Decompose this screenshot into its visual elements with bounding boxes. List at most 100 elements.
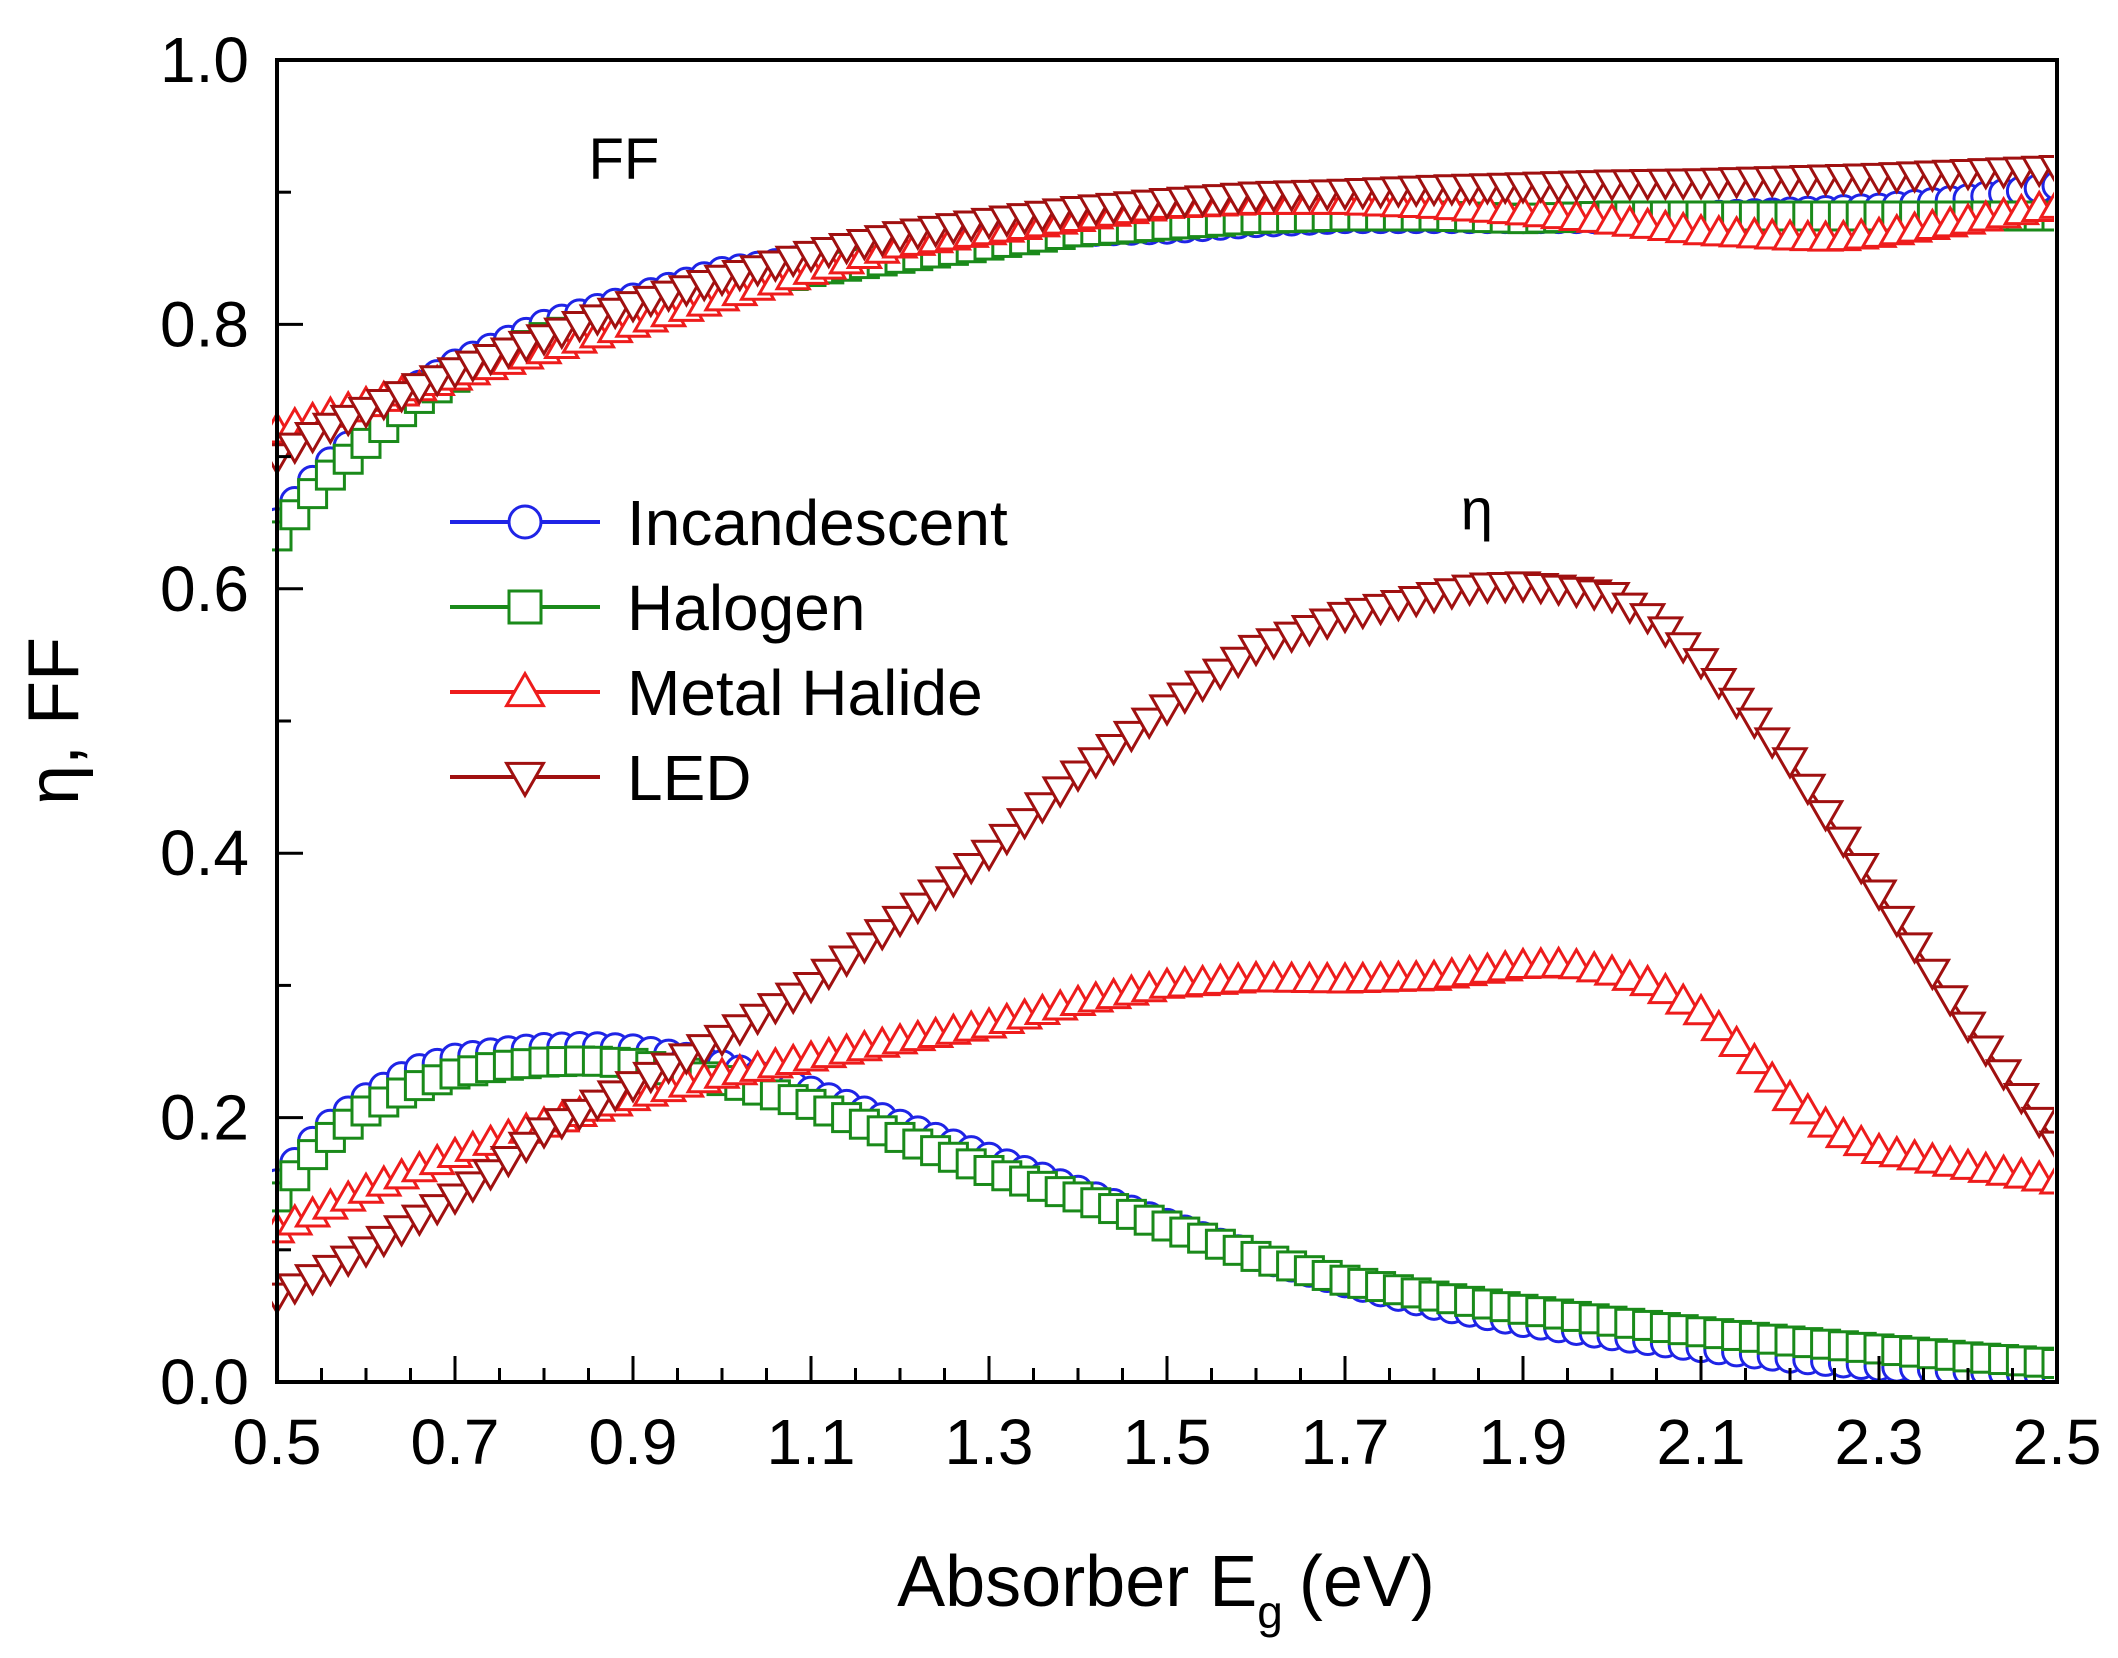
data-point-led-eta xyxy=(1717,687,1756,721)
data-point-led-eta xyxy=(774,982,812,1016)
x-axis-title-unit: (eV) xyxy=(1299,1542,1435,1622)
legend-marker xyxy=(504,670,546,708)
data-point-metal-halide-eta xyxy=(1664,982,1702,1015)
data-point-led-eta xyxy=(738,1003,777,1037)
y-tick-label: 0.8 xyxy=(160,288,249,360)
data-point-metal-halide-eta xyxy=(1628,963,1667,997)
legend-marker xyxy=(504,761,546,799)
data-point-led-eta xyxy=(863,919,901,952)
data-point-led-eta xyxy=(578,1089,617,1123)
data-point-led-eta xyxy=(899,892,937,926)
data-point-led-eta xyxy=(2020,1106,2054,1140)
x-tick-label: 1.1 xyxy=(767,1406,856,1478)
y-tick-label: 0.6 xyxy=(160,553,249,625)
legend-marker xyxy=(507,504,543,540)
data-point-led-eta xyxy=(454,1171,492,1204)
data-point-led-eta xyxy=(721,1014,759,1047)
data-point-led-eta xyxy=(560,1098,599,1132)
data-point-led-eta xyxy=(329,1245,367,1279)
data-point-led-eta xyxy=(489,1145,528,1179)
legend-label: LED xyxy=(627,742,752,814)
data-point-metal-halide-eta xyxy=(1646,971,1685,1005)
data-point-led-eta xyxy=(1646,616,1685,649)
data-point-led-ff xyxy=(2038,155,2054,183)
data-point-led-ff xyxy=(365,388,403,422)
data-point-led-ff xyxy=(293,422,332,455)
y-axis-title: η, FF xyxy=(14,637,94,805)
legend-label: Halogen xyxy=(627,572,865,644)
data-point-metal-halide-eta xyxy=(1842,1123,1880,1157)
data-point-led-ff xyxy=(418,365,456,398)
data-point-metal-halide-eta xyxy=(1700,1008,1738,1042)
series-led-eta xyxy=(272,571,2054,1316)
data-point-led-eta xyxy=(1967,1035,2005,1068)
data-point-led-eta xyxy=(1860,879,1898,912)
data-point-led-eta xyxy=(649,1052,688,1086)
data-point-led-eta xyxy=(436,1183,474,1217)
data-point-led-eta xyxy=(1166,682,1204,715)
x-tick-label: 0.9 xyxy=(589,1406,678,1478)
data-point-led-eta xyxy=(632,1061,670,1095)
x-tick-label: 1.9 xyxy=(1479,1406,1568,1478)
x-tick-label: 1.7 xyxy=(1301,1406,1390,1478)
data-point-incandescent-ff xyxy=(2041,170,2054,201)
legend-label: Metal Halide xyxy=(627,657,983,729)
data-point-metal-halide-eta xyxy=(1824,1115,1863,1149)
data-point-led-eta xyxy=(685,1034,723,1067)
data-point-led-eta xyxy=(418,1194,456,1227)
data-point-led-eta xyxy=(1931,985,1969,1018)
data-point-led-eta xyxy=(1059,760,1097,793)
y-tick-label: 0.0 xyxy=(160,1346,249,1418)
data-point-led-ff xyxy=(311,412,350,446)
data-point-led-eta xyxy=(703,1024,741,1058)
data-point-led-eta xyxy=(1148,694,1186,727)
data-point-led-eta xyxy=(1005,808,1044,841)
x-tick-label: 1.3 xyxy=(945,1406,1034,1478)
data-point-led-eta xyxy=(1077,747,1115,780)
data-point-led-eta xyxy=(1949,1011,1987,1045)
data-point-led-eta xyxy=(1682,648,1720,681)
x-tick-label: 2.3 xyxy=(1835,1406,1924,1478)
data-point-led-eta xyxy=(400,1204,439,1238)
data-point-metal-halide-eta xyxy=(1806,1105,1845,1138)
legend: Incandescent Halogen Metal Halide LED xyxy=(450,487,1008,814)
y-tick-label: 1.0 xyxy=(160,24,249,96)
data-point-led-eta xyxy=(347,1236,385,1269)
data-point-led-eta xyxy=(1842,853,1880,886)
data-point-led-eta xyxy=(881,905,919,939)
data-point-led-eta xyxy=(1201,658,1240,692)
x-tick-label: 2.5 xyxy=(2013,1406,2102,1478)
annotation-eta: η xyxy=(1461,477,1493,542)
data-point-led-eta xyxy=(2038,1130,2054,1158)
data-point-led-ff xyxy=(400,373,439,406)
data-point-metal-halide-ff xyxy=(2038,191,2054,219)
y-tick-label: 0.4 xyxy=(160,817,249,889)
data-point-metal-halide-eta xyxy=(1753,1060,1791,1093)
data-point-led-eta xyxy=(614,1071,652,1104)
series-halogen-ff xyxy=(272,200,2054,552)
data-point-metal-halide-eta xyxy=(1771,1078,1809,1112)
data-point-led-eta xyxy=(845,932,884,965)
data-point-led-eta xyxy=(1664,632,1702,665)
data-layer xyxy=(272,155,2054,1382)
data-point-led-eta xyxy=(1700,667,1738,701)
data-point-led-eta xyxy=(1771,747,1809,780)
data-point-led-eta xyxy=(1753,727,1791,760)
data-point-led-eta xyxy=(311,1254,350,1288)
x-tick-label: 1.5 xyxy=(1123,1406,1212,1478)
data-point-led-eta xyxy=(1183,670,1222,704)
data-point-led-eta xyxy=(988,823,1026,857)
data-point-led-ff xyxy=(382,381,421,414)
x-axis-title-subscript: g xyxy=(1257,1586,1283,1638)
data-point-metal-halide-eta xyxy=(2038,1167,2054,1195)
data-point-led-eta xyxy=(2002,1083,2041,1116)
data-point-led-eta xyxy=(596,1080,634,1113)
data-point-led-eta xyxy=(810,958,848,992)
data-point-led-eta xyxy=(1094,734,1133,767)
legend-item-halogen: Halogen xyxy=(450,572,865,644)
data-point-led-eta xyxy=(1824,826,1863,860)
data-point-led-ff xyxy=(276,432,314,466)
series-led-ff xyxy=(272,155,2054,476)
x-tick-label: 0.5 xyxy=(233,1406,322,1478)
data-point-led-eta xyxy=(276,1273,314,1306)
